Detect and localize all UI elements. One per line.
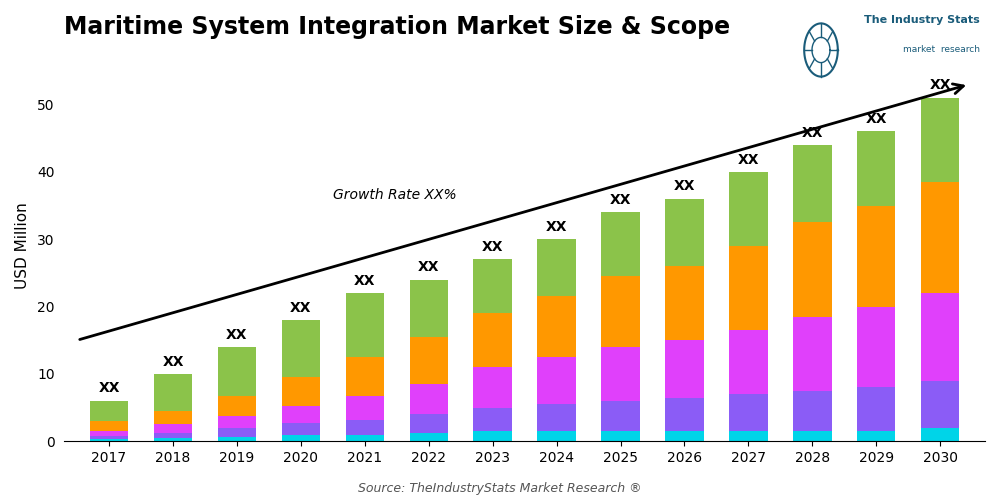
Text: XX: XX [226,328,248,342]
Bar [282,378,320,406]
Text: XX: XX [162,354,184,368]
Text: XX: XX [802,126,823,140]
Bar [218,436,256,442]
Text: XX: XX [290,300,312,314]
Bar [410,337,448,384]
Bar [282,423,320,435]
Bar [665,199,704,266]
Bar [601,431,640,442]
Bar [410,384,448,414]
Bar [857,388,895,431]
Bar [601,401,640,431]
Bar [793,316,832,391]
Bar [154,438,192,442]
Bar [601,276,640,347]
Text: XX: XX [866,112,887,126]
Bar [729,394,768,431]
Bar [793,222,832,316]
Bar [218,347,256,396]
Text: XX: XX [929,78,951,92]
Bar [218,416,256,428]
Bar [857,306,895,388]
Y-axis label: USD Million: USD Million [15,202,30,290]
Bar [346,357,384,396]
Bar [857,206,895,306]
Bar [346,420,384,434]
Text: XX: XX [418,260,439,274]
Bar [90,430,128,436]
Bar [857,431,895,442]
Bar [154,411,192,424]
Bar [90,401,128,421]
Bar [473,314,512,367]
Bar [346,396,384,419]
Bar [282,406,320,423]
Bar [346,293,384,357]
Bar [921,380,959,428]
Bar [346,434,384,442]
Text: market  research: market research [903,45,980,54]
Text: XX: XX [674,180,695,194]
Bar [537,239,576,296]
Bar [793,145,832,222]
Bar [537,404,576,431]
Bar [665,340,704,398]
Bar [793,431,832,442]
Text: XX: XX [98,382,120,396]
Bar [90,436,128,440]
Text: XX: XX [738,152,759,166]
Text: Growth Rate XX%: Growth Rate XX% [333,188,457,202]
Bar [473,260,512,314]
Bar [473,367,512,408]
Text: XX: XX [546,220,567,234]
Bar [665,398,704,431]
Text: Maritime System Integration Market Size & Scope: Maritime System Integration Market Size … [64,15,730,39]
Bar [282,435,320,442]
Bar [90,421,128,430]
Bar [218,396,256,416]
Bar [921,428,959,442]
Bar [665,431,704,442]
Bar [154,424,192,432]
Bar [793,391,832,431]
Bar [729,330,768,394]
Bar [90,440,128,442]
Text: XX: XX [354,274,376,287]
Bar [154,432,192,438]
Bar [473,408,512,431]
Bar [665,266,704,340]
Bar [537,357,576,404]
Text: XX: XX [610,193,631,207]
Text: XX: XX [482,240,503,254]
Bar [729,172,768,246]
Bar [410,414,448,433]
Bar [921,98,959,182]
Bar [410,433,448,442]
Text: The Industry Stats: The Industry Stats [864,15,980,25]
Bar [857,132,895,206]
Bar [537,431,576,442]
Bar [921,182,959,293]
Bar [729,431,768,442]
Text: Source: TheIndustryStats Market Research ®: Source: TheIndustryStats Market Research… [358,482,642,495]
Bar [729,246,768,330]
Bar [282,320,320,378]
Bar [601,212,640,276]
Bar [473,431,512,442]
Bar [410,280,448,337]
Bar [537,296,576,357]
Bar [921,293,959,380]
Bar [154,374,192,411]
Bar [601,347,640,401]
Bar [218,428,256,436]
